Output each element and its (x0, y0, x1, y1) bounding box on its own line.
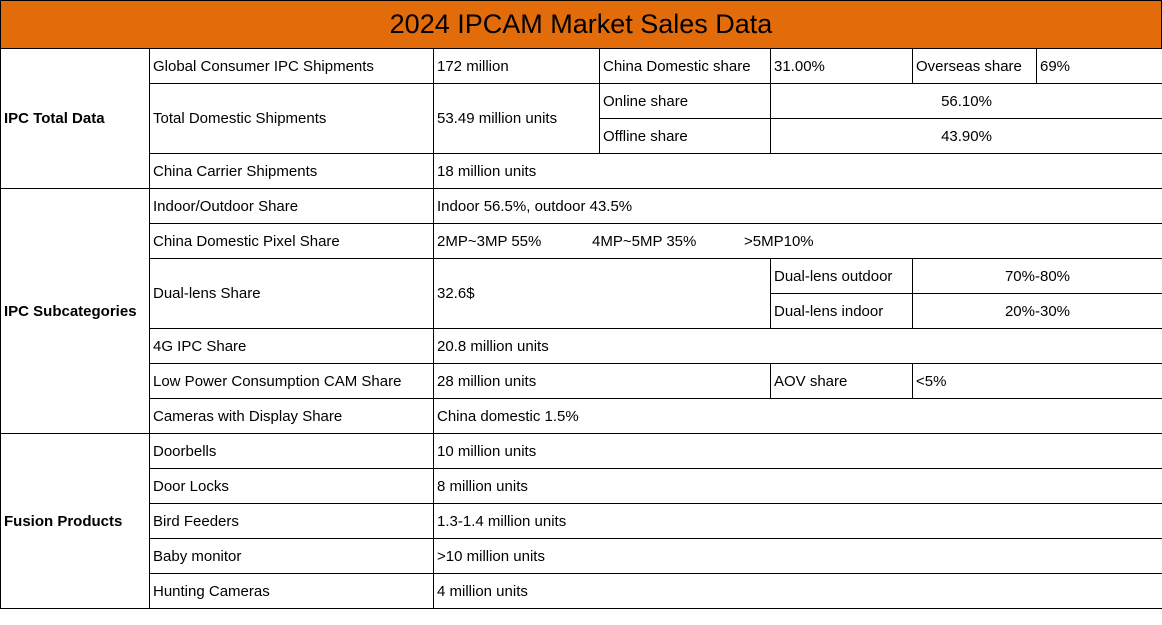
sub-label[interactable]: Offline share (599, 118, 771, 154)
row-label[interactable]: Hunting Cameras (149, 573, 434, 609)
section-label-fusion: Fusion Products (0, 433, 150, 609)
row-label[interactable]: Total Domestic Shipments (149, 83, 434, 154)
table-row: Hunting Cameras 4 million units (1, 573, 1162, 609)
pixel-share-2-3mp: 2MP~3MP 55% (437, 232, 542, 250)
sub-label[interactable]: Dual-lens outdoor (770, 258, 913, 294)
section-label-subcategories: IPC Subcategories (0, 188, 150, 434)
row-label[interactable]: China Domestic Pixel Share (149, 223, 434, 259)
sub-value[interactable]: 31.00% (770, 48, 913, 84)
row-value[interactable]: 4 million units (433, 573, 1162, 609)
row-label[interactable]: Bird Feeders (149, 503, 434, 539)
table-row: Dual-lens indoor 20%-30% (1, 293, 1162, 329)
row-label[interactable]: Global Consumer IPC Shipments (149, 48, 434, 84)
table-row: Dual-lens Share 32.6$ Dual-lens outdoor … (1, 258, 1162, 329)
row-value[interactable]: 20.8 million units (433, 328, 1162, 364)
table-row: China Carrier Shipments 18 million units (1, 153, 1162, 189)
sub-label[interactable]: China Domestic share (599, 48, 771, 84)
table-row: Door Locks 8 million units (1, 468, 1162, 504)
row-label[interactable]: Doorbells (149, 433, 434, 469)
sub-value[interactable]: 69% (1036, 48, 1162, 84)
table-row: IPC Total Data Global Consumer IPC Shipm… (0, 48, 1162, 189)
section-label-total: IPC Total Data (0, 48, 150, 189)
row-value[interactable]: 53.49 million units (433, 83, 600, 154)
sub-label[interactable]: Online share (599, 83, 771, 119)
row-value[interactable]: 10 million units (433, 433, 1162, 469)
sub-value[interactable]: 43.90% (770, 118, 1162, 154)
sub-label[interactable]: Dual-lens indoor (770, 293, 913, 329)
row-value[interactable]: 1.3-1.4 million units (433, 503, 1162, 539)
table-row: Offline share 43.90% (1, 118, 1162, 154)
sub-label[interactable]: AOV share (770, 363, 913, 399)
sheet-title: 2024 IPCAM Market Sales Data (0, 0, 1162, 49)
row-label[interactable]: Dual-lens Share (149, 258, 434, 329)
row-label[interactable]: Indoor/Outdoor Share (149, 188, 434, 224)
table-row: Cameras with Display Share China domesti… (1, 398, 1162, 434)
pixel-share-4-5mp: 4MP~5MP 35% (592, 232, 697, 250)
row-value[interactable]: 172 million (433, 48, 600, 84)
sub-value[interactable]: 70%-80% (912, 258, 1162, 294)
row-value[interactable]: >10 million units (433, 538, 1162, 574)
row-value[interactable]: China domestic 1.5% (433, 398, 1162, 434)
table-row: China Domestic Pixel Share 2MP~3MP 55% 4M… (1, 223, 1162, 259)
table-row: Low Power Consumption CAM Share 28 milli… (1, 363, 1162, 399)
row-label[interactable]: Baby monitor (149, 538, 434, 574)
row-value[interactable]: 8 million units (433, 468, 1162, 504)
table-row: IPC Subcategories Indoor/Outdoor Share I… (0, 188, 1162, 434)
sub-label[interactable]: Overseas share (912, 48, 1037, 84)
sub-value[interactable]: 20%-30% (912, 293, 1162, 329)
row-label[interactable]: 4G IPC Share (149, 328, 434, 364)
sub-value[interactable]: 56.10% (770, 83, 1162, 119)
table-row: Baby monitor >10 million units (1, 538, 1162, 574)
table-row: 4G IPC Share 20.8 million units (1, 328, 1162, 364)
table-row: Bird Feeders 1.3-1.4 million units (1, 503, 1162, 539)
row-label[interactable]: Low Power Consumption CAM Share (149, 363, 434, 399)
pixel-share-5mp-plus: >5MP10% (744, 232, 814, 250)
row-value[interactable]: Indoor 56.5%, outdoor 43.5% (433, 188, 1162, 224)
table-row: Total Domestic Shipments 53.49 million u… (1, 83, 1162, 154)
row-label[interactable]: China Carrier Shipments (149, 153, 434, 189)
row-label[interactable]: Cameras with Display Share (149, 398, 434, 434)
sub-value[interactable]: <5% (912, 363, 1162, 399)
table-row: Fusion Products Doorbells 10 million uni… (0, 433, 1162, 609)
data-table: IPC Total Data Global Consumer IPC Shipm… (0, 48, 1162, 609)
row-label[interactable]: Door Locks (149, 468, 434, 504)
row-value[interactable]: 32.6$ (433, 258, 771, 329)
row-value[interactable]: 18 million units (433, 153, 1162, 189)
row-value[interactable]: 28 million units (433, 363, 771, 399)
row-value[interactable]: 2MP~3MP 55% 4MP~5MP 35% >5MP10% (433, 223, 1162, 259)
